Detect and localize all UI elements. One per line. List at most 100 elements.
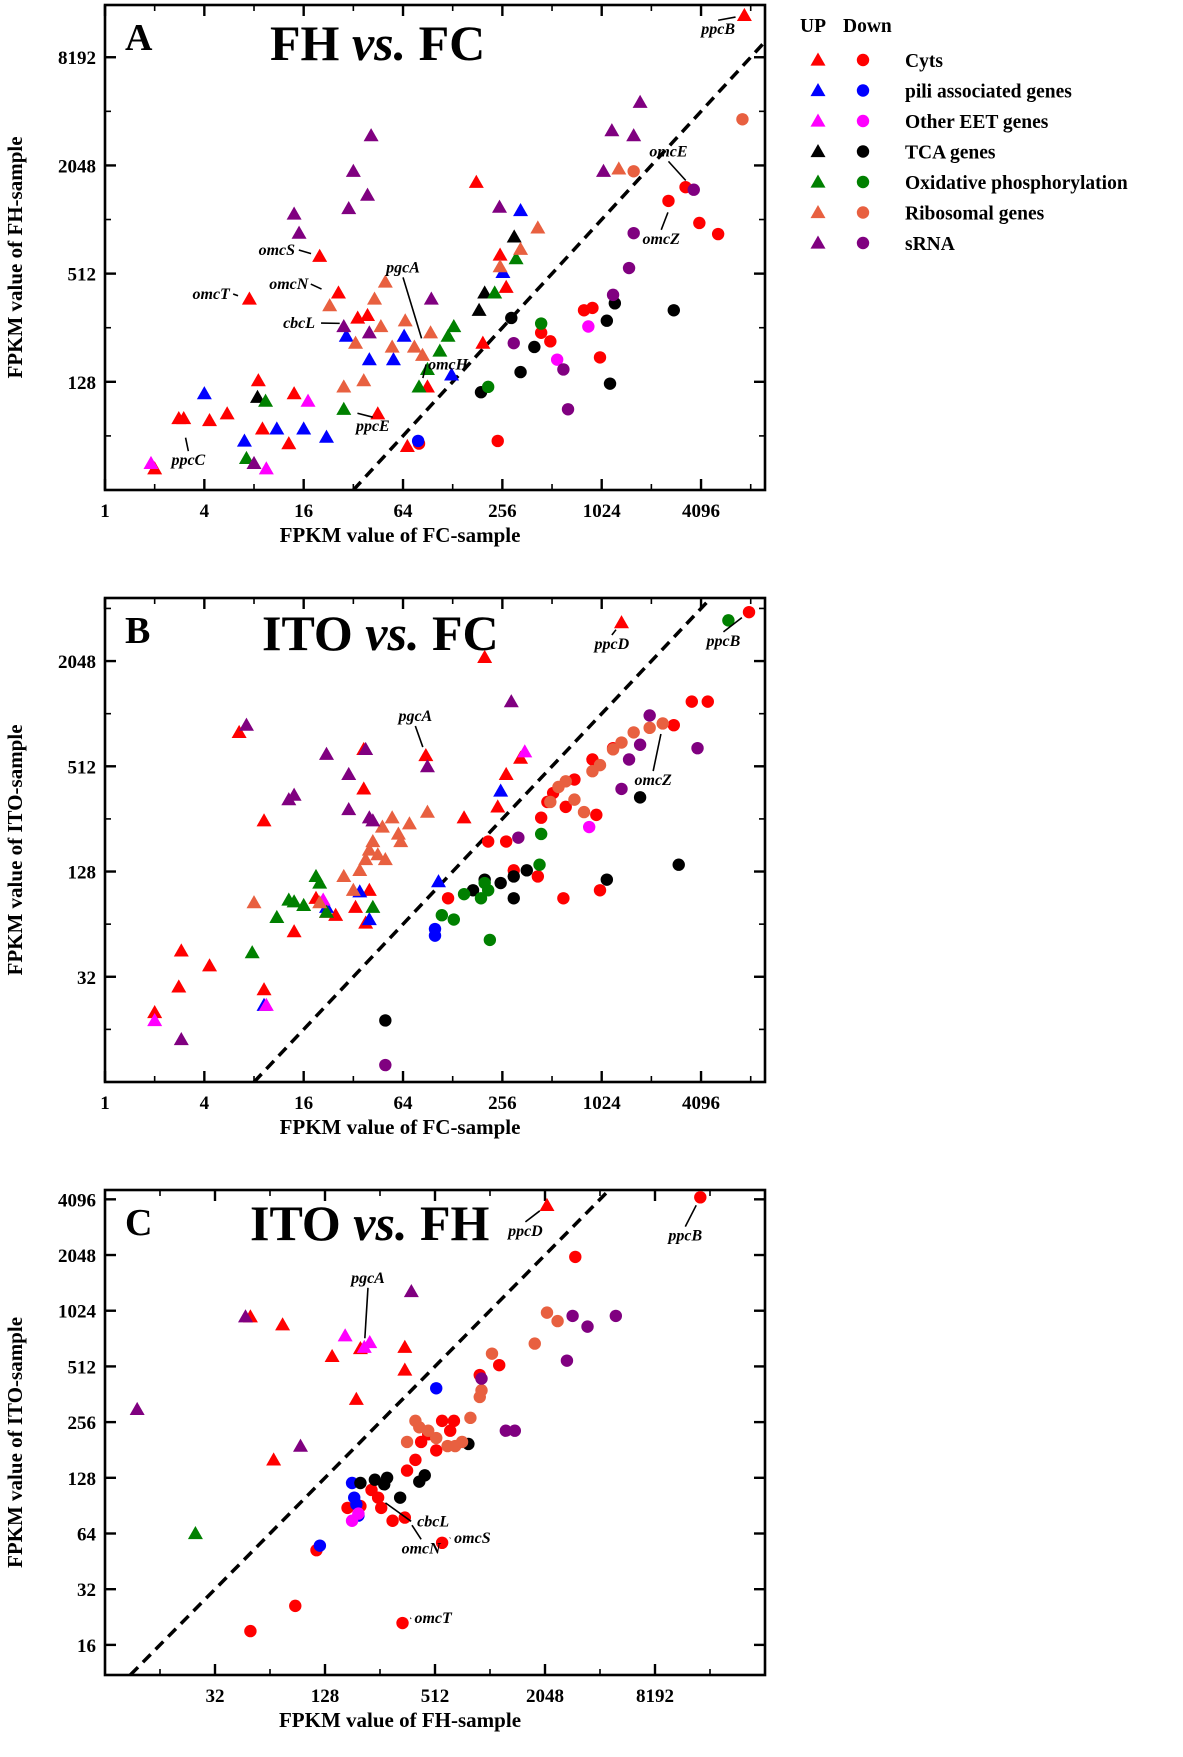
legend-marker-up (810, 113, 826, 127)
point-down (378, 1478, 391, 1491)
x-tick-label: 32 (206, 1686, 225, 1707)
point-down (481, 835, 495, 848)
point-down (507, 892, 520, 905)
point-down (643, 721, 656, 735)
point-up (286, 787, 302, 801)
legend: UP Down Cyts pili associated genes Other E… (800, 16, 1128, 255)
point-up (384, 810, 400, 824)
point-down (313, 1539, 327, 1552)
point-down (409, 1453, 422, 1467)
y-tick-label: 256 (68, 1413, 97, 1434)
legend-marker-down (856, 114, 870, 128)
point-up (336, 379, 352, 393)
legend-marker-down (856, 206, 870, 219)
point-down (528, 340, 541, 354)
point-up (632, 94, 648, 108)
point-up (393, 834, 409, 848)
point-up (626, 128, 642, 142)
plot-frame (103, 596, 767, 1084)
point-down (244, 1624, 257, 1638)
y-tick-label: 512 (68, 265, 97, 286)
legend-marker-up (810, 205, 826, 219)
point-down (540, 1306, 554, 1319)
point-up (318, 746, 334, 760)
point-up (258, 997, 274, 1011)
legend-down-header: Down (843, 16, 892, 37)
point-up (250, 389, 266, 403)
point-up (196, 386, 212, 400)
x-tick-label: 1 (100, 501, 110, 522)
point-down (435, 909, 449, 922)
point-up (312, 248, 328, 262)
point-up (399, 438, 415, 452)
point-up (338, 328, 354, 342)
x-tick-label: 64 (394, 501, 414, 522)
point-up (487, 285, 503, 299)
panel-A: 1 4 16 64 256 1024 4096 128 512 2048 8192 FPKM valu… (3, 3, 767, 547)
legend-label: Oxidative phosphorylation (905, 173, 1128, 194)
point-down (736, 113, 749, 126)
legend-marker-up (810, 144, 826, 158)
point-up (236, 433, 252, 447)
x-tick-label: 64 (394, 1093, 414, 1114)
point-down (485, 1347, 499, 1360)
panel-C: 32 128 512 2048 8192 16 32 64 128 256 512 1024 2048 4… (3, 1188, 767, 1732)
point-up (356, 1339, 372, 1353)
gene-leader-line (684, 1204, 697, 1227)
point-down (593, 351, 607, 364)
point-up (365, 813, 381, 827)
legend-up-header: UP (800, 16, 826, 37)
point-up (403, 1284, 419, 1298)
x-tick-label: 1 (100, 1093, 110, 1114)
point-down (566, 1309, 579, 1323)
point-up (477, 649, 493, 663)
plot-frame (103, 3, 767, 492)
point-up (312, 895, 328, 909)
gene-label: cbcL (283, 315, 315, 332)
point-down (603, 377, 617, 390)
point-down (590, 808, 603, 822)
point-up (406, 339, 422, 353)
point-up (517, 744, 533, 758)
point-down (441, 892, 455, 905)
point-down (693, 216, 706, 230)
point-down (622, 261, 636, 275)
point-up (202, 412, 218, 427)
point-down (656, 717, 669, 730)
point-down (447, 913, 461, 926)
point-down (544, 335, 557, 348)
point-up (736, 7, 752, 22)
gene-leader-line (422, 364, 427, 379)
point-down (582, 820, 596, 834)
point-up (365, 899, 381, 913)
point-up (219, 406, 235, 420)
legend-label: TCA genes (905, 143, 996, 164)
point-up (356, 373, 372, 387)
point-down (505, 311, 518, 325)
y-tick-label: 32 (77, 968, 96, 989)
legend-marker-up (810, 83, 826, 97)
x-tick-label: 4 (200, 1093, 210, 1114)
point-up (471, 302, 487, 316)
point-down (430, 1431, 443, 1445)
point-up (508, 251, 524, 265)
point-up (256, 813, 272, 827)
gene-leader-line (411, 1524, 422, 1540)
point-up (595, 163, 611, 177)
gene-label: omcS (259, 242, 296, 259)
point-up (360, 307, 376, 321)
point-up (365, 834, 381, 848)
legend-label: Ribosomal genes (905, 204, 1045, 225)
point-down (551, 1314, 564, 1328)
point-up (238, 450, 254, 464)
point-down (400, 1435, 414, 1449)
point-up (440, 328, 456, 342)
diagonal-line (352, 40, 765, 490)
point-up (244, 945, 260, 959)
point-down (557, 892, 570, 905)
gene-leader-line (357, 412, 374, 418)
point-down (435, 1414, 449, 1428)
point-up (361, 882, 377, 896)
x-tick-label: 4096 (682, 1093, 720, 1114)
